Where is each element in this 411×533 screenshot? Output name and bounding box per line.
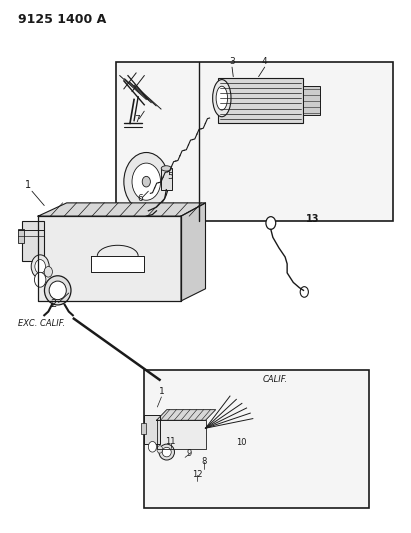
- Circle shape: [142, 176, 150, 187]
- Ellipse shape: [49, 281, 66, 300]
- Text: 10: 10: [236, 438, 247, 447]
- Text: 4: 4: [262, 57, 268, 66]
- Bar: [141, 423, 146, 433]
- Ellipse shape: [159, 444, 175, 460]
- Circle shape: [266, 216, 276, 229]
- Bar: [303, 86, 320, 115]
- Polygon shape: [38, 216, 181, 301]
- Polygon shape: [38, 203, 206, 216]
- Bar: [115, 62, 393, 221]
- Text: CALIF.: CALIF.: [263, 375, 288, 384]
- Bar: [144, 415, 160, 444]
- Ellipse shape: [216, 86, 228, 110]
- Circle shape: [35, 260, 46, 273]
- Text: 12: 12: [192, 470, 203, 479]
- Text: 9: 9: [187, 449, 192, 458]
- Bar: [218, 78, 303, 123]
- Polygon shape: [91, 256, 144, 272]
- Ellipse shape: [161, 166, 171, 171]
- Text: 2: 2: [50, 298, 56, 309]
- Text: 1: 1: [25, 180, 31, 190]
- Text: 6: 6: [137, 194, 143, 203]
- Circle shape: [132, 163, 161, 200]
- Text: 7: 7: [134, 115, 140, 124]
- Text: 11: 11: [166, 437, 176, 446]
- Text: 3: 3: [229, 57, 235, 66]
- Ellipse shape: [212, 79, 231, 117]
- Circle shape: [124, 152, 169, 211]
- Circle shape: [157, 446, 163, 453]
- Text: EXC. CALIF.: EXC. CALIF.: [18, 319, 65, 328]
- Ellipse shape: [162, 447, 171, 457]
- Bar: [18, 229, 24, 243]
- Text: 5: 5: [167, 172, 173, 181]
- Polygon shape: [157, 410, 216, 420]
- Polygon shape: [157, 420, 206, 449]
- Bar: [144, 370, 369, 508]
- Text: 1: 1: [159, 387, 164, 396]
- Bar: [22, 221, 44, 261]
- Ellipse shape: [44, 276, 71, 305]
- Circle shape: [35, 272, 46, 287]
- Circle shape: [44, 266, 53, 277]
- Text: 13: 13: [305, 214, 319, 224]
- Circle shape: [148, 441, 157, 452]
- Bar: [162, 168, 172, 190]
- Text: 8: 8: [201, 457, 207, 466]
- Polygon shape: [181, 203, 206, 301]
- Text: 9125 1400 A: 9125 1400 A: [18, 13, 106, 27]
- Circle shape: [300, 287, 308, 297]
- Circle shape: [31, 255, 49, 278]
